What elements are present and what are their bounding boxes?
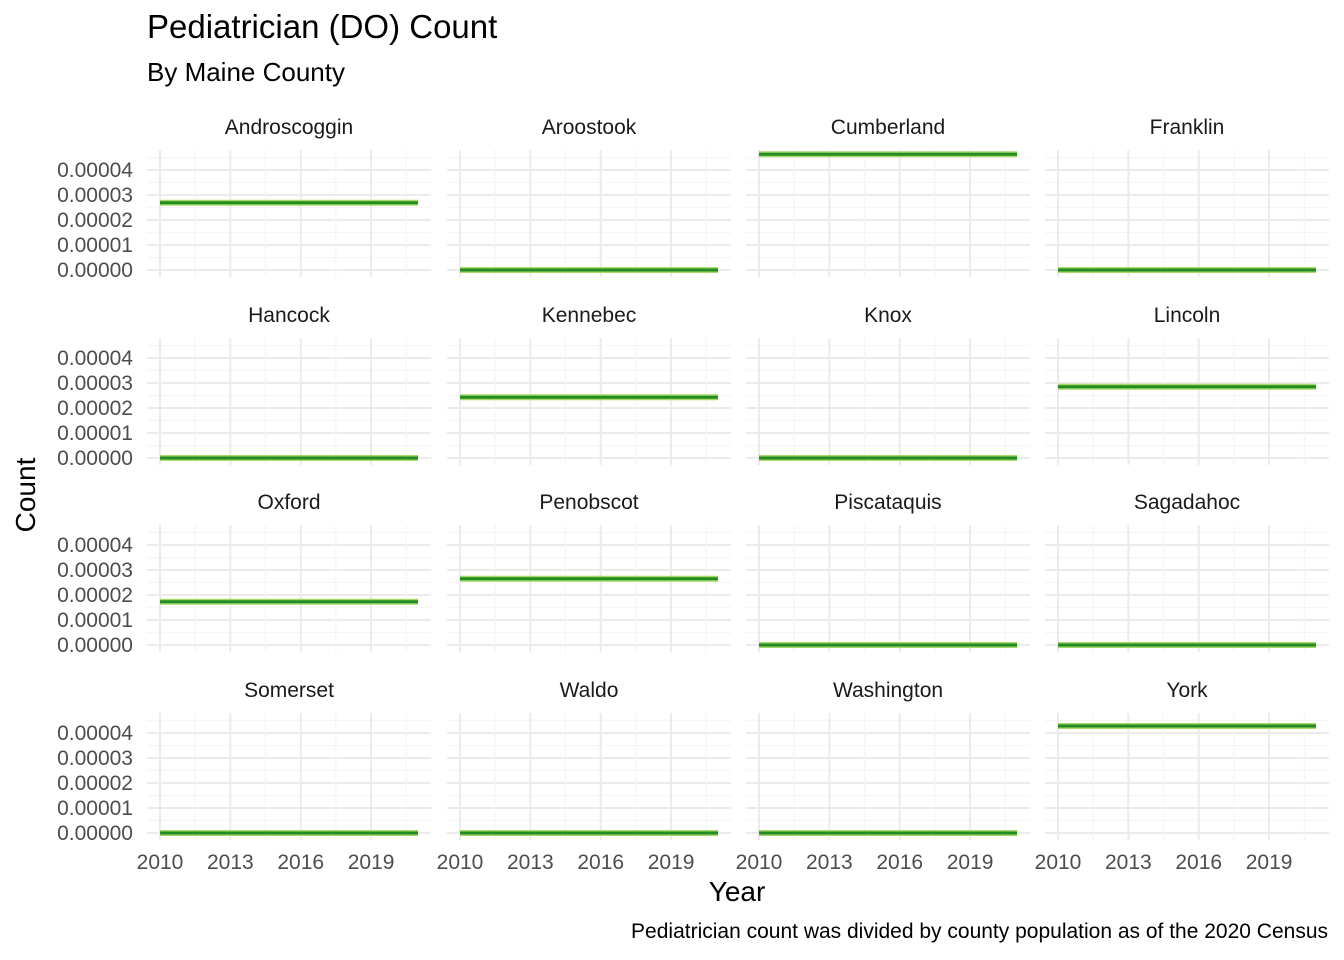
y-tick-label: 0.00003 — [57, 372, 133, 395]
x-tick-label: 2010 — [1035, 851, 1082, 874]
facet-strip-label: Waldo — [560, 679, 619, 702]
chart-caption: Pediatrician count was divided by county… — [631, 920, 1328, 943]
x-tick-label: 2016 — [1175, 851, 1222, 874]
y-tick-label: 0.00003 — [57, 747, 133, 770]
x-tick-label: 2019 — [947, 851, 994, 874]
facet-strip-label: Aroostook — [542, 116, 637, 139]
facet-strip-label: York — [1166, 679, 1208, 702]
facet-strip-label: Somerset — [244, 679, 334, 702]
y-tick-label: 0.00002 — [57, 584, 133, 607]
x-tick-label: 2019 — [648, 851, 695, 874]
facet-strip-label: Franklin — [1150, 116, 1225, 139]
x-axis-label: Year — [708, 876, 766, 907]
y-tick-label: 0.00003 — [57, 184, 133, 207]
x-tick-label: 2013 — [1105, 851, 1152, 874]
y-tick-label: 0.00001 — [57, 797, 133, 820]
facet-strip-label: Cumberland — [831, 116, 945, 139]
facet-strip-label: Kennebec — [542, 304, 637, 327]
x-tick-label: 2010 — [437, 851, 484, 874]
x-tick-label: 2013 — [507, 851, 554, 874]
y-tick-label: 0.00001 — [57, 234, 133, 257]
y-tick-label: 0.00000 — [57, 259, 133, 282]
y-tick-label: 0.00003 — [57, 559, 133, 582]
y-tick-label: 0.00001 — [57, 609, 133, 632]
facet-strip-label: Washington — [833, 679, 943, 702]
y-tick-label: 0.00000 — [57, 822, 133, 845]
x-tick-label: 2019 — [348, 851, 395, 874]
facet-strip-label: Piscataquis — [834, 491, 941, 514]
y-tick-label: 0.00002 — [57, 209, 133, 232]
chart-subtitle: By Maine County — [147, 57, 345, 87]
y-tick-label: 0.00004 — [57, 159, 133, 182]
y-tick-label: 0.00004 — [57, 534, 133, 557]
y-tick-label: 0.00000 — [57, 447, 133, 470]
x-tick-label: 2010 — [736, 851, 783, 874]
chart-title: Pediatrician (DO) Count — [147, 8, 498, 45]
y-axis-label: Count — [10, 457, 41, 533]
y-tick-label: 0.00001 — [57, 422, 133, 445]
x-tick-label: 2016 — [277, 851, 324, 874]
x-tick-label: 2016 — [577, 851, 624, 874]
facet-strip-label: Oxford — [257, 491, 320, 514]
y-tick-label: 0.00004 — [57, 722, 133, 745]
facet-strip-label: Hancock — [248, 304, 330, 327]
y-tick-label: 0.00004 — [57, 347, 133, 370]
x-tick-label: 2019 — [1246, 851, 1293, 874]
y-tick-label: 0.00002 — [57, 397, 133, 420]
y-tick-label: 0.00002 — [57, 772, 133, 795]
y-tick-label: 0.00000 — [57, 634, 133, 657]
x-tick-label: 2016 — [876, 851, 923, 874]
facet-strip-label: Sagadahoc — [1134, 491, 1240, 514]
facet-strip-label: Lincoln — [1154, 304, 1221, 327]
x-tick-label: 2013 — [207, 851, 254, 874]
x-tick-label: 2010 — [137, 851, 184, 874]
facet-strip-label: Knox — [864, 304, 912, 327]
x-tick-label: 2013 — [806, 851, 853, 874]
facet-strip-label: Androscoggin — [225, 116, 353, 139]
facet-strip-label: Penobscot — [539, 491, 638, 514]
